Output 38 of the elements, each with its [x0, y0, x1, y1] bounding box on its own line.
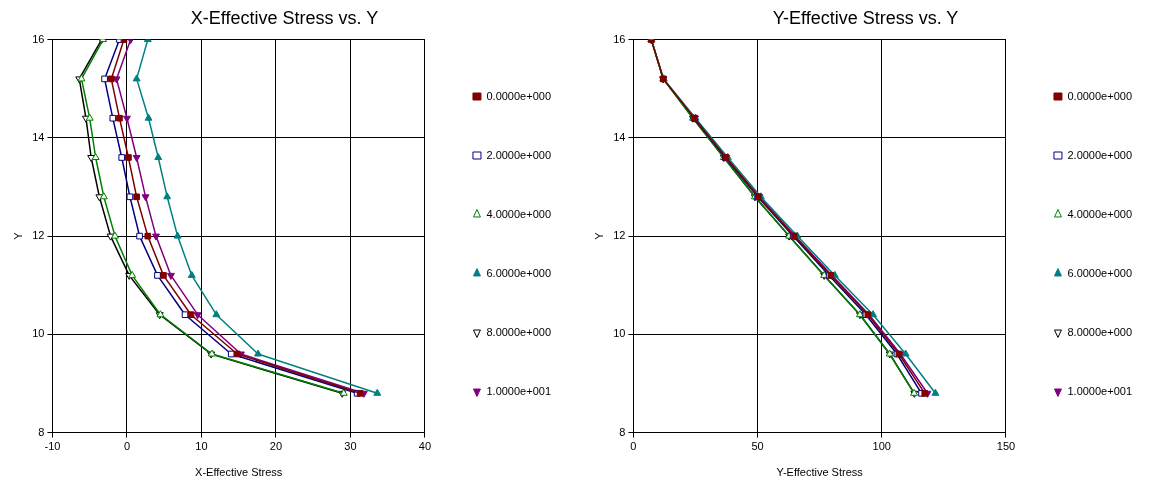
- legend-label: 2.0000e+000: [1067, 148, 1133, 161]
- legend-label: 8.0000e+000: [486, 325, 552, 338]
- x-tick-label: 10: [195, 440, 208, 453]
- legend-label: 1.0000e+001: [486, 384, 552, 397]
- x-axis-title: Y-Effective Stress: [776, 466, 864, 479]
- y-axis-title: Y: [592, 231, 605, 240]
- x-tick-label: 40: [418, 440, 432, 453]
- x-tick-label: 0: [123, 440, 130, 453]
- y-axis-title: Y: [11, 231, 24, 240]
- legend-label: 4.0000e+000: [486, 207, 552, 220]
- legend-label: 0.0000e+000: [486, 89, 552, 102]
- x-tick-label: 0: [630, 440, 637, 453]
- y-tick-label: 14: [32, 130, 45, 143]
- x-tick-label: 150: [996, 440, 1016, 453]
- chart-title: Y-Effective Stress vs. Y: [772, 7, 959, 28]
- legend-label: 6.0000e+000: [486, 266, 552, 279]
- x-tick-label: 50: [751, 440, 764, 453]
- legend-label: 1.0000e+001: [1067, 384, 1133, 397]
- y-tick-label: 10: [32, 327, 45, 340]
- legend-label: 2.0000e+000: [486, 148, 552, 161]
- y-tick-label: 14: [613, 130, 626, 143]
- y-tick-label: 16: [613, 32, 626, 45]
- legend-label: 4.0000e+000: [1067, 207, 1133, 220]
- legend-label: 8.0000e+000: [1067, 325, 1133, 338]
- x-tick-label: 30: [344, 440, 357, 453]
- y-tick-label: 8: [38, 425, 45, 438]
- y-tick-label: 12: [613, 229, 626, 242]
- x-tick-label: -10: [44, 440, 61, 453]
- y-tick-label: 16: [32, 32, 45, 45]
- y-tick-label: 8: [619, 425, 626, 438]
- x-tick-label: 20: [269, 440, 283, 453]
- legend-label: 0.0000e+000: [1067, 89, 1133, 102]
- x-tick-label: 100: [872, 440, 891, 453]
- y-tick-label: 12: [32, 229, 45, 242]
- chart-title: X-Effective Stress vs. Y: [190, 7, 379, 28]
- y-tick-label: 10: [613, 327, 626, 340]
- x-axis-title: X-Effective Stress: [195, 466, 283, 479]
- legend-label: 6.0000e+000: [1067, 266, 1133, 279]
